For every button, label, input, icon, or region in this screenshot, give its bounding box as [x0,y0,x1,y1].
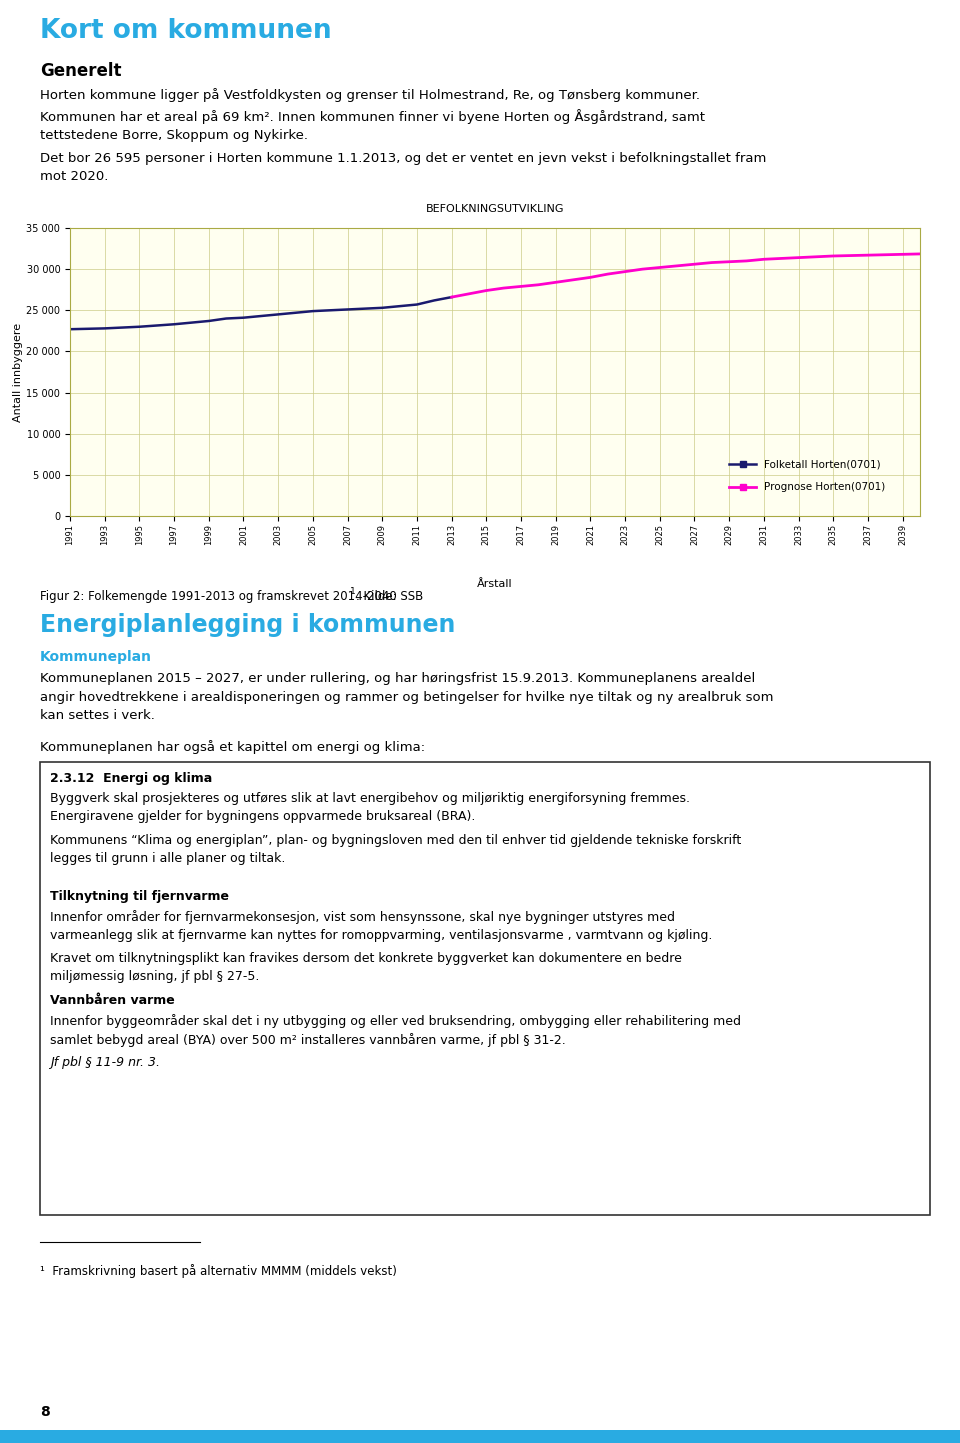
Text: . Kilde: SSB: . Kilde: SSB [356,590,423,603]
Text: Tilknytning til fjernvarme: Tilknytning til fjernvarme [50,890,229,903]
Text: 2.3.12  Energi og klima: 2.3.12 Energi og klima [50,772,212,785]
Legend: Folketall Horten(0701), Prognose Horten(0701): Folketall Horten(0701), Prognose Horten(… [726,456,889,496]
Text: 8: 8 [40,1405,50,1418]
Text: Generelt: Generelt [40,62,122,79]
Bar [0,1430,960,1443]
Text: Kort om kommunen: Kort om kommunen [40,17,331,43]
Text: Det bor 26 595 personer i Horten kommune 1.1.2013, og det er ventet en jevn veks: Det bor 26 595 personer i Horten kommune… [40,152,766,183]
Text: Jf pbl § 11-9 nr. 3.: Jf pbl § 11-9 nr. 3. [50,1056,160,1069]
Text: BEFOLKNINGSUTVIKLING: BEFOLKNINGSUTVIKLING [425,203,564,214]
Text: Vannbåren varme: Vannbåren varme [50,994,175,1007]
Text: Kommunens “Klima og energiplan”, plan- og bygningsloven med den til enhver tid g: Kommunens “Klima og energiplan”, plan- o… [50,834,741,864]
Text: Kommuneplan: Kommuneplan [40,649,152,664]
Text: ¹  Framskrivning basert på alternativ MMMM (middels vekst): ¹ Framskrivning basert på alternativ MMM… [40,1264,396,1278]
Text: 1: 1 [350,587,356,596]
Text: Innenfor byggeområder skal det i ny utbygging og eller ved bruksendring, ombyggi: Innenfor byggeområder skal det i ny utby… [50,1014,741,1048]
Text: Kravet om tilknytningsplikt kan fravikes dersom det konkrete byggverket kan doku: Kravet om tilknytningsplikt kan fravikes… [50,952,682,983]
Text: Energiplanlegging i kommunen: Energiplanlegging i kommunen [40,613,455,636]
Text: Figur 2: Folkemengde 1991-2013 og framskrevet 2014-2040: Figur 2: Folkemengde 1991-2013 og framsk… [40,590,396,603]
Text: Årstall: Årstall [477,579,513,589]
Text: Kommuneplanen 2015 – 2027, er under rullering, og har høringsfrist 15.9.2013. Ko: Kommuneplanen 2015 – 2027, er under rull… [40,672,774,722]
Text: Antall innbyggere: Antall innbyggere [13,322,23,421]
Text: Horten kommune ligger på Vestfoldkysten og grenser til Holmestrand, Re, og Tønsb: Horten kommune ligger på Vestfoldkysten … [40,88,705,141]
Text: Kommuneplanen har også et kapittel om energi og klima:: Kommuneplanen har også et kapittel om en… [40,740,425,755]
Text: Innenfor områder for fjernvarmekonsesjon, vist som hensynssone, skal nye bygning: Innenfor områder for fjernvarmekonsesjon… [50,911,712,942]
Bar [40,762,930,1215]
Text: Byggverk skal prosjekteres og utføres slik at lavt energibehov og miljøriktig en: Byggverk skal prosjekteres og utføres sl… [50,792,690,823]
